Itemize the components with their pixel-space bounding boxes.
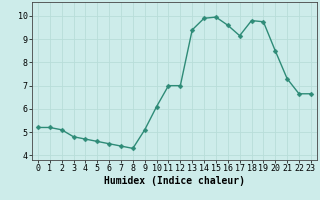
X-axis label: Humidex (Indice chaleur): Humidex (Indice chaleur) <box>104 176 245 186</box>
